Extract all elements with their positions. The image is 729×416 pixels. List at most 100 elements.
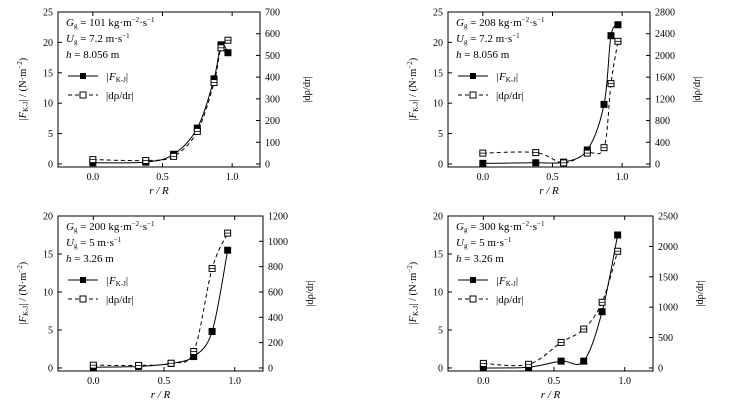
y-right-tick-label: 1200 [268, 212, 288, 223]
legend-label-gradient: |dρ/dr| [106, 294, 134, 306]
chart-panel-bottom-right: 0.0 0.5 1.0 r / R 0 5 10 15 20 0 500 1000 1500 2000 25… [406, 212, 706, 402]
y-right-tick-label: 0 [658, 363, 663, 374]
x-axis-label: r / R [149, 185, 169, 197]
legend-label-force: |FK-J| [106, 71, 128, 84]
x-tick-label: 0.5 [548, 376, 561, 387]
y-left-tick-label: 5 [48, 325, 53, 336]
y-left-tick-label: 15 [433, 68, 443, 79]
force-data-point [224, 49, 232, 57]
x-tick-label: 0.0 [87, 172, 100, 183]
legend-label-force: |FK-J| [496, 71, 518, 84]
force-data-point [614, 21, 622, 29]
y-right-tick-label: 1000 [268, 237, 288, 248]
y-right-tick-label: 400 [655, 138, 670, 149]
annotation-mass-flux: Gg = 200 kg·m−2·s−1 [66, 220, 155, 234]
force-data-point [557, 357, 565, 365]
x-tick-label: 0.5 [546, 172, 559, 183]
y-left-axis-label: |FK-J| / (N·m−2) [16, 57, 30, 121]
y-left-tick-label: 0 [48, 159, 53, 170]
series-line-force [92, 43, 229, 164]
y-right-tick-label: 2000 [655, 51, 675, 62]
y-right-tick-label: 600 [268, 287, 283, 298]
y-right-axis-label: |dρ/dr| [302, 76, 313, 102]
x-tick-label: 0.5 [158, 376, 171, 387]
legend-marker-force [80, 73, 86, 79]
y-right-tick-label: 200 [265, 116, 280, 127]
y-left-tick-label: 10 [43, 99, 53, 110]
annotation-mass-flux: Gg = 101 kg·m−2·s−1 [66, 16, 155, 30]
legend-marker-gradient [79, 91, 87, 99]
y-right-tick-label: 400 [265, 73, 280, 84]
annotation-mass-flux: Gg = 208 kg·m−2·s−1 [456, 16, 545, 30]
y-right-tick-label: 500 [658, 333, 673, 344]
y-right-tick-label: 1500 [658, 272, 678, 283]
y-left-tick-label: 25 [433, 8, 443, 19]
y-left-axis-label: |FK-J| / (N·m−2) [16, 261, 30, 325]
y-left-tick-label: 15 [43, 68, 53, 79]
y-right-tick-label: 600 [265, 29, 280, 40]
y-right-tick-label: 300 [265, 94, 280, 105]
y-left-tick-label: 5 [48, 129, 53, 140]
y-left-tick-label: 20 [433, 212, 443, 223]
annotation-gas-velocity: Ug = 7.2 m·s−1 [456, 32, 520, 46]
y-right-tick-label: 0 [265, 159, 270, 170]
y-left-tick-label: 20 [433, 38, 443, 49]
x-tick-label: 0.5 [156, 172, 169, 183]
x-tick-label: 0.0 [87, 376, 100, 387]
y-left-tick-label: 10 [43, 287, 53, 298]
legend-label-force: |FK-J| [496, 275, 518, 288]
y-right-tick-label: 2000 [658, 242, 678, 253]
legend-marker-gradient [469, 295, 477, 303]
legend-marker-force [470, 277, 476, 283]
legend-label-gradient: |dρ/dr| [496, 90, 524, 102]
y-right-tick-label: 2500 [658, 212, 678, 223]
y-left-tick-label: 20 [43, 38, 53, 49]
legend-marker-gradient [469, 91, 477, 99]
x-axis-label: r / R [539, 185, 559, 197]
y-right-tick-label: 1000 [658, 303, 678, 314]
y-right-tick-label: 0 [655, 159, 660, 170]
x-tick-label: 0.0 [477, 376, 490, 387]
y-left-axis-label: |FK-J| / (N·m−2) [406, 57, 420, 121]
annotation-gas-velocity: Ug = 5 m·s−1 [456, 236, 512, 250]
x-tick-label: 1.0 [616, 172, 629, 183]
annotation-height: h = 8.056 m [66, 49, 120, 61]
chart-panel-top-right: 0.0 0.5 1.0 r / R 0 5 10 15 20 25 0 400 800 1200 1600 2… [406, 8, 703, 198]
legend-label-gradient: |dρ/dr| [496, 294, 524, 306]
x-tick-label: 1.0 [618, 376, 631, 387]
legend-marker-force [80, 277, 86, 283]
force-data-point [598, 308, 606, 316]
series-line-gradient [483, 251, 619, 367]
x-axis-label: r / R [151, 389, 171, 401]
y-right-tick-label: 1200 [655, 94, 675, 105]
y-right-axis-label: |dρ/dr| [305, 280, 316, 306]
annotation-gas-velocity: Ug = 5 m·s−1 [66, 236, 122, 250]
annotation-height: h = 8.056 m [456, 49, 510, 61]
y-left-tick-label: 20 [43, 212, 53, 223]
force-data-point [208, 327, 216, 335]
legend-marker-force [470, 73, 476, 79]
y-right-axis-label: |dρ/dr| [692, 76, 703, 102]
x-tick-label: 0.0 [477, 172, 490, 183]
y-left-tick-label: 0 [48, 363, 53, 374]
x-axis-label: r / R [541, 389, 561, 401]
annotation-mass-flux: Gg = 300 kg·m−2·s−1 [456, 220, 545, 234]
legend-label-force: |FK-J| [106, 275, 128, 288]
x-tick-label: 1.0 [228, 376, 241, 387]
chart-panel-bottom-left: 0.0 0.5 1.0r / R05101520020040060080010001… [16, 212, 316, 402]
y-left-axis-label: |FK-J| / (N·m−2) [406, 261, 420, 325]
series-line-force [93, 250, 229, 368]
force-data-point [607, 32, 615, 40]
force-data-point [224, 246, 232, 254]
annotation-gas-velocity: Ug = 7.2 m·s−1 [66, 32, 130, 46]
y-right-tick-label: 100 [265, 138, 280, 149]
plot-frame [57, 11, 261, 168]
legend-label-gradient: |dρ/dr| [106, 90, 134, 102]
y-left-tick-label: 0 [438, 363, 443, 374]
y-right-tick-label: 700 [265, 8, 280, 19]
y-right-tick-label: 2400 [655, 29, 675, 40]
y-right-tick-label: 0 [268, 363, 273, 374]
chart-panel-top-left: 0.0 0.5 1.0 r / R 0 5 10 15 20 25 0 100 200 300 400 500… [16, 8, 313, 198]
y-left-tick-label: 10 [433, 287, 443, 298]
